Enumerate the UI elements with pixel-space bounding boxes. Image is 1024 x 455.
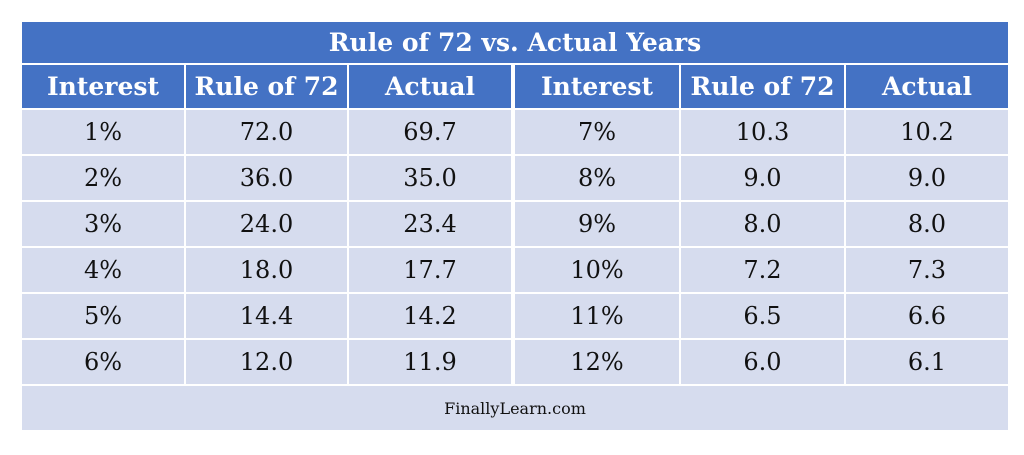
data-row: 5% 14.4 14.2 11% 6.5 6.6 <box>22 292 1008 340</box>
table: Rule of 72 vs. Actual Years Interest Rule… <box>22 22 1008 430</box>
cell: 12.0 <box>184 338 349 386</box>
cell: 8.0 <box>679 200 846 248</box>
cell: 4% <box>22 246 186 294</box>
cell: 14.4 <box>184 292 349 340</box>
cell: 17.7 <box>347 246 514 294</box>
cell: 6.5 <box>679 292 846 340</box>
cell: 72.0 <box>184 108 349 156</box>
cell: 12% <box>511 338 681 386</box>
data-row: 4% 18.0 17.7 10% 7.2 7.3 <box>22 246 1008 294</box>
column-header: Actual <box>844 63 1008 110</box>
cell: 6.0 <box>679 338 846 386</box>
cell: 14.2 <box>347 292 514 340</box>
data-row: 6% 12.0 11.9 12% 6.0 6.1 <box>22 338 1008 386</box>
cell: 10.3 <box>679 108 846 156</box>
cell: 9.0 <box>844 154 1008 202</box>
table-title: Rule of 72 vs. Actual Years <box>22 22 1008 65</box>
cell: 9% <box>511 200 681 248</box>
column-header: Interest <box>511 63 681 110</box>
cell: 7.3 <box>844 246 1008 294</box>
cell: 23.4 <box>347 200 514 248</box>
cell: 7% <box>511 108 681 156</box>
column-header: Rule of 72 <box>679 63 846 110</box>
cell: 7.2 <box>679 246 846 294</box>
data-row: 2% 36.0 35.0 8% 9.0 9.0 <box>22 154 1008 202</box>
footer-row: FinallyLearn.com <box>22 384 1008 430</box>
cell: 3% <box>22 200 186 248</box>
cell: 6.1 <box>844 338 1008 386</box>
cell: 2% <box>22 154 186 202</box>
cell: 1% <box>22 108 186 156</box>
cell: 8.0 <box>844 200 1008 248</box>
cell: 24.0 <box>184 200 349 248</box>
footer-text: FinallyLearn.com <box>22 384 1008 430</box>
cell: 6% <box>22 338 186 386</box>
column-header: Rule of 72 <box>184 63 349 110</box>
cell: 18.0 <box>184 246 349 294</box>
cell: 10% <box>511 246 681 294</box>
column-header: Interest <box>22 63 186 110</box>
cell: 9.0 <box>679 154 846 202</box>
table-container: Rule of 72 vs. Actual Years Interest Rule… <box>22 22 1008 430</box>
cell: 5% <box>22 292 186 340</box>
column-header: Actual <box>347 63 514 110</box>
cell: 69.7 <box>347 108 514 156</box>
data-row: 1% 72.0 69.7 7% 10.3 10.2 <box>22 108 1008 156</box>
cell: 10.2 <box>844 108 1008 156</box>
cell: 6.6 <box>844 292 1008 340</box>
cell: 8% <box>511 154 681 202</box>
data-row: 3% 24.0 23.4 9% 8.0 8.0 <box>22 200 1008 248</box>
cell: 11% <box>511 292 681 340</box>
cell: 35.0 <box>347 154 514 202</box>
header-row: Interest Rule of 72 Actual Interest Rule of … <box>22 63 1008 110</box>
cell: 36.0 <box>184 154 349 202</box>
cell: 11.9 <box>347 338 514 386</box>
title-row: Rule of 72 vs. Actual Years <box>22 22 1008 65</box>
